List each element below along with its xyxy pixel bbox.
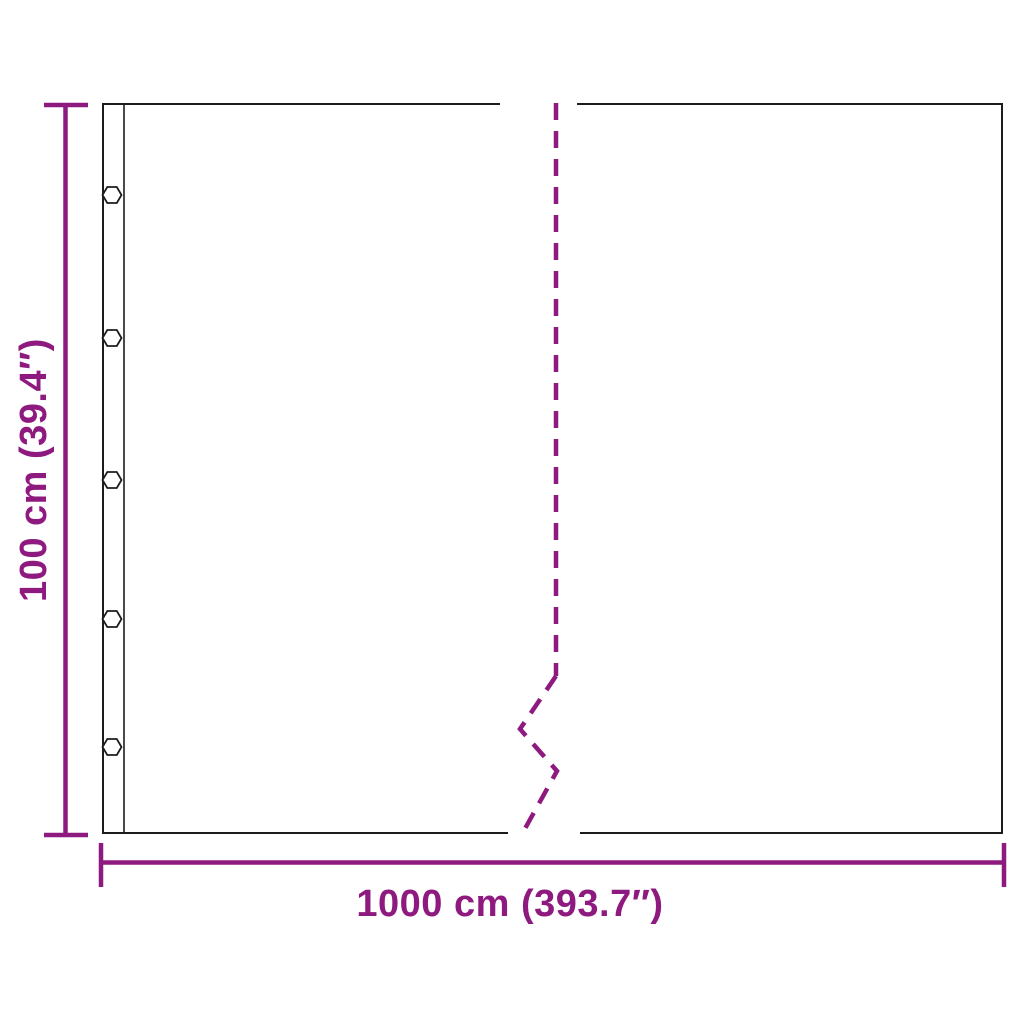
- eyelet-icon: [101, 738, 123, 756]
- panel-outline-left: [102, 103, 508, 834]
- width-dimension-line: [98, 843, 1007, 887]
- height-dimension-line: [44, 102, 88, 838]
- height-dimension-label: 100 cm (39.4″): [13, 338, 55, 602]
- eyelet-icon: [101, 186, 123, 204]
- break-zigzag-line: [517, 674, 560, 836]
- eyelet-icon: [101, 329, 123, 347]
- length-break-group: [517, 103, 560, 836]
- eyelets-group: [101, 186, 123, 756]
- eyelet-icon: [101, 610, 123, 628]
- width-dimension-label: 1000 cm (393.7″): [356, 883, 663, 925]
- panel-outline-right: [577, 103, 1003, 834]
- eyelet-icon: [101, 471, 123, 489]
